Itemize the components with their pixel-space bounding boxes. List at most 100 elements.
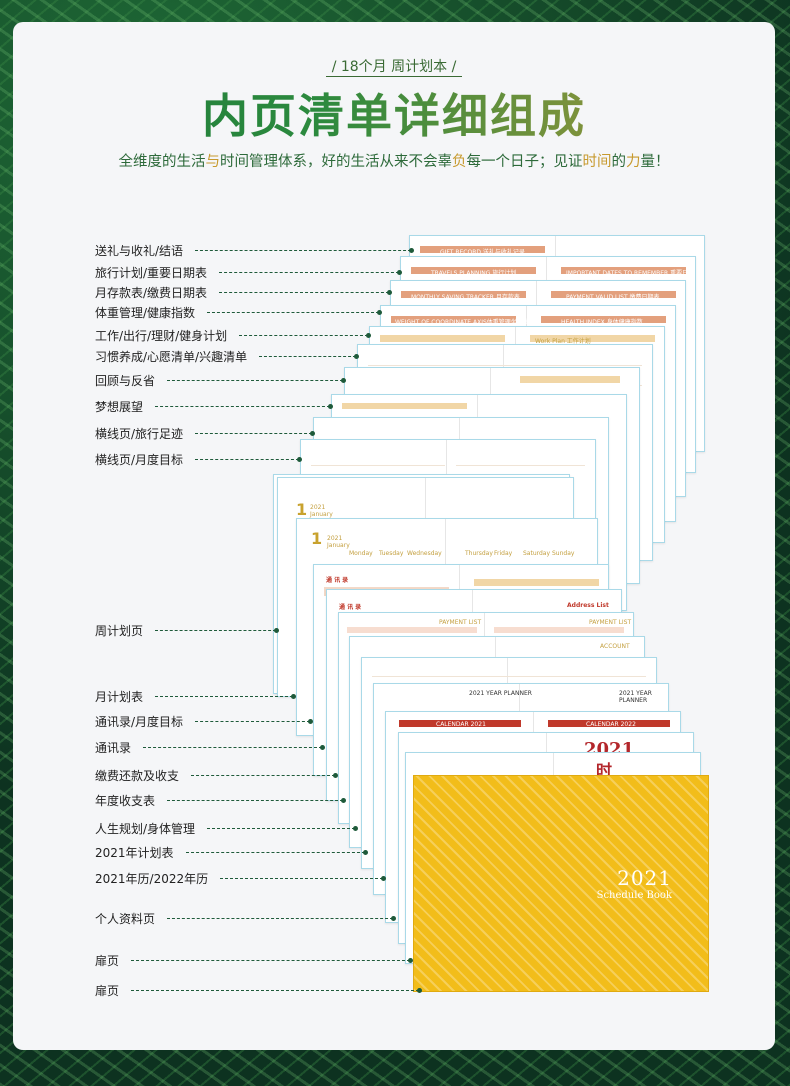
leader-line [131,960,410,961]
cover-page: 2021 Schedule Book [413,775,709,992]
leader-line [131,990,419,991]
leader-line [155,696,293,697]
leader-dot [366,333,371,338]
component-label: 月计划表 [95,690,144,704]
component-label: 扉页 [95,954,120,968]
week-number: 1 [296,500,308,519]
page-heading: MONTHLY SAVING TRACKER 月存款表 [411,294,520,301]
day-label: Thursday [465,550,493,557]
page-title: 内页清单详细组成 [13,80,775,146]
component-label: 通讯录/月度目标 [95,715,184,729]
leader-line [155,406,330,407]
component-label: 习惯养成/心愿清单/兴趣清单 [95,350,248,364]
component-label: 年度收支表 [95,794,156,808]
content-card: / 18个月 周计划本 / 内页清单详细组成 全维度的生活与时间管理体系，好的生… [13,22,775,1050]
week-year: 2021 [310,504,326,511]
month-number: 1 [311,529,323,548]
component-label: 2021年计划表 [95,846,174,860]
leader-dot [333,773,338,778]
leader-dot [297,457,302,462]
leader-dot [391,916,396,921]
component-label: 缴费还款及收支 [95,769,180,783]
leader-line [239,335,368,336]
component-label: 人生规划/身体管理 [95,822,196,836]
page-heading: CALENDAR 2021 [436,721,486,728]
component-label: 体重管理/健康指数 [95,306,196,320]
page-heading: Address List [567,602,609,609]
day-label: Monday [349,550,373,557]
tagline: 全维度的生活与时间管理体系，好的生活从来不会辜负每一个日子；见证时间的力量！ [13,150,775,171]
leader-dot [308,719,313,724]
leader-line [195,721,310,722]
leader-line [186,852,365,853]
tagline-part: 与 [205,154,221,170]
leader-line [195,250,411,251]
leader-dot [363,850,368,855]
leader-line [155,630,276,631]
leader-line [167,918,393,919]
page-heading: 通 讯 录 [339,604,362,611]
page-heading: PAYMENT VALID LIST 缴费日期表 [566,294,660,301]
page-heading: GIFT RECORD 送礼与收礼记录 [440,249,525,256]
cover-year: 2021 [617,866,672,890]
leader-dot [291,694,296,699]
leader-line [191,775,335,776]
leader-line [219,272,399,273]
component-label: 回顾与反省 [95,374,156,388]
leader-line [143,747,322,748]
page-heading: ACCOUNT [600,643,630,650]
tagline-part: 时间 [582,154,612,170]
component-label: 个人资料页 [95,912,156,926]
leader-line [195,433,312,434]
day-label: Tuesday [379,550,404,557]
tagline-part: 力 [626,154,641,170]
leader-line [259,356,356,357]
leader-dot [310,431,315,436]
tagline-part: 全维度的生活 [118,154,206,170]
tagline-part: 量！ [640,154,670,170]
week-month: January [310,511,333,518]
tagline-part: 负 [452,154,467,170]
leader-dot [377,310,382,315]
component-label: 2021年历/2022年历 [95,872,209,886]
month-name: January [327,542,350,549]
leader-line [219,292,389,293]
leader-line [167,800,343,801]
tagline-part: 时间管理体系，好的生活从来不会辜 [220,154,452,170]
tagline-part: 每一个日子；见证 [466,154,583,170]
leader-dot [417,988,422,993]
page-heading: 2021 YEAR PLANNER [469,690,532,697]
page-heading: Work Plan 工作计划 [535,338,591,345]
page-heading: 通 讯 录 [326,577,349,584]
day-label: Friday [494,550,513,557]
page-heading: PAYMENT LIST [589,619,632,626]
component-label: 旅行计划/重要日期表 [95,266,208,280]
leader-line [167,380,343,381]
leader-dot [274,628,279,633]
leader-line [195,459,299,460]
leader-dot [397,270,402,275]
component-label: 横线页/旅行足迹 [95,427,184,441]
component-label: 月存款表/缴费日期表 [95,286,208,300]
day-label: Saturday [523,550,551,557]
leader-line [207,828,355,829]
page-heading: CALENDAR 2022 [586,721,636,728]
page-heading: 2021 YEAR PLANNER [619,690,652,704]
month-year: 2021 [327,535,343,542]
component-label: 送礼与收礼/结语 [95,244,184,258]
page-subtitle: / 18个月 周计划本 / [13,56,775,77]
cover-subtitle: Schedule Book [596,890,672,901]
leader-dot [408,958,413,963]
leader-dot [341,798,346,803]
component-label: 通讯录 [95,741,132,755]
component-label: 梦想展望 [95,400,144,414]
leader-dot [409,248,414,253]
page-heading: TRAVELS PLANNING 旅行计划 [431,270,517,277]
page-heading: PAYMENT LIST [439,619,482,626]
leader-dot [381,876,386,881]
day-label: Wednesday [407,550,442,557]
leader-dot [387,290,392,295]
leader-dot [320,745,325,750]
leader-line [207,312,379,313]
component-label: 扉页 [95,984,120,998]
